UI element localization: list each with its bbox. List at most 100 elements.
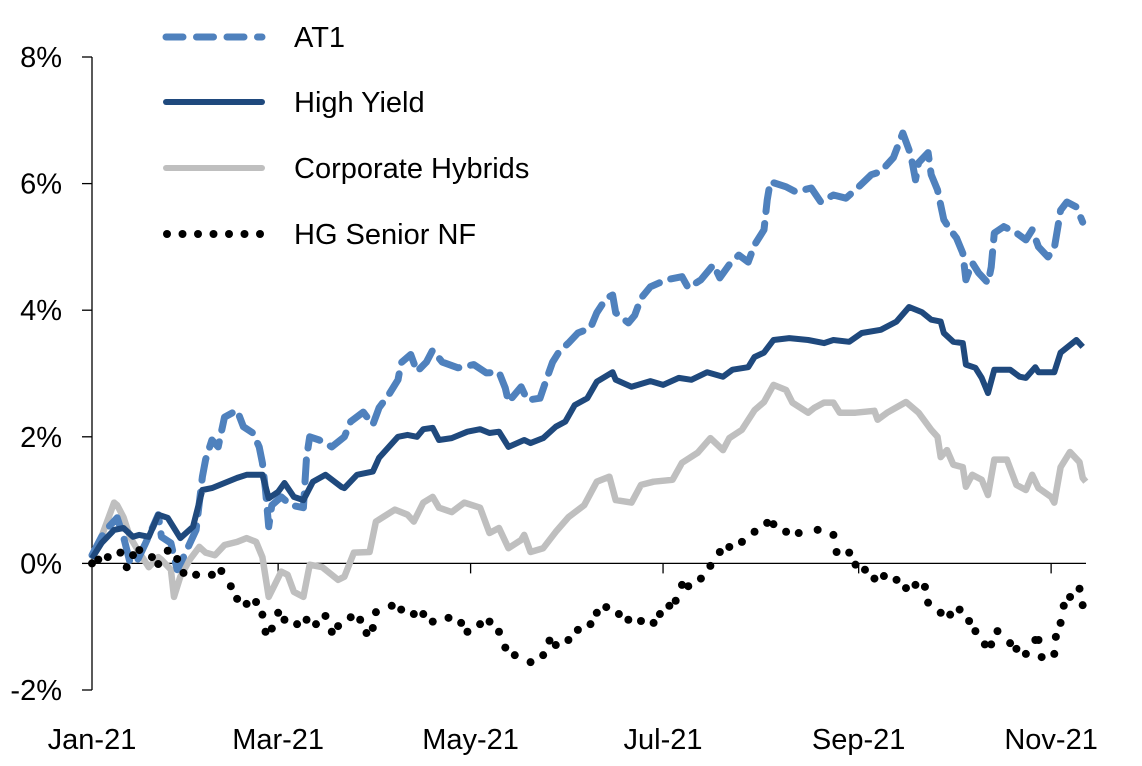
data-point: [321, 611, 330, 620]
data-point: [334, 622, 343, 631]
data-point: [564, 635, 573, 644]
data-point: [924, 598, 933, 607]
data-point: [302, 615, 311, 624]
data-point: [293, 620, 302, 629]
data-point: [371, 608, 380, 617]
legend-swatch-dot: [178, 230, 187, 238]
data-point: [551, 641, 560, 650]
data-point: [1056, 618, 1065, 627]
data-point: [129, 551, 138, 560]
data-point: [444, 613, 453, 622]
data-point: [368, 623, 377, 632]
data-point: [592, 608, 601, 617]
data-point: [217, 566, 226, 575]
series-line: [89, 304, 1085, 560]
axes: 8% 6% 4% 2% 0% -2% Jan-21 Mar-21 May-21 Jul-21 Se…: [10, 42, 1097, 756]
data-point: [387, 601, 396, 610]
data-point: [946, 610, 955, 619]
x-tick-label: May-21: [422, 724, 519, 756]
data-point: [671, 596, 680, 605]
x-axis-ticks: Jan-21 Mar-21 May-21 Jul-21 Sep-21 Nov-21: [48, 563, 1098, 756]
x-tick-label: Sep-21: [812, 724, 906, 756]
data-point: [274, 608, 283, 617]
series-group: [88, 129, 1089, 667]
data-point: [1059, 601, 1068, 610]
data-point: [173, 554, 182, 563]
data-point: [1021, 649, 1030, 658]
data-point: [1037, 653, 1046, 662]
data-point: [409, 610, 418, 619]
y-tick-label: 0%: [20, 548, 62, 580]
data-point: [419, 610, 428, 619]
data-point: [892, 575, 901, 584]
data-point: [602, 603, 611, 612]
data-point: [526, 658, 535, 667]
data-point: [665, 601, 674, 610]
y-tick-label: 4%: [20, 295, 62, 327]
data-point: [346, 613, 355, 622]
legend-item: Corporate Hybrids: [163, 153, 529, 185]
legend: AT1 High Yield Corporate Hybrids HG Senior …: [162, 22, 529, 251]
legend-item: HG Senior NF: [163, 219, 476, 251]
data-point: [879, 572, 888, 581]
data-point: [696, 574, 705, 583]
data-point: [750, 527, 759, 536]
data-point: [1051, 632, 1060, 641]
y-tick-label: 6%: [20, 169, 62, 201]
data-point: [614, 610, 623, 619]
data-point: [573, 625, 582, 634]
legend-swatch-dot: [256, 230, 264, 238]
data-point: [829, 530, 838, 539]
data-point: [636, 617, 645, 626]
data-point: [226, 582, 235, 591]
data-point: [1012, 644, 1021, 653]
data-point: [624, 615, 633, 624]
data-point: [911, 580, 920, 589]
data-point: [116, 548, 125, 557]
data-point: [737, 537, 746, 546]
data-point: [485, 617, 494, 626]
data-point: [510, 651, 519, 660]
x-tick-label: Mar-21: [232, 724, 324, 756]
data-point: [586, 620, 595, 629]
x-tick-label: Nov-21: [1004, 724, 1098, 756]
y-tick-label: 2%: [20, 422, 62, 454]
data-point: [494, 627, 503, 636]
data-point: [327, 627, 336, 636]
y-tick-label: -2%: [10, 675, 62, 707]
legend-swatch-dot: [225, 230, 233, 238]
data-point: [242, 599, 251, 608]
data-point: [1034, 635, 1043, 644]
y-tick-label: 8%: [20, 42, 62, 74]
data-point: [677, 580, 686, 589]
legend-swatch-dot: [163, 230, 171, 238]
data-point: [233, 594, 242, 603]
data-point: [725, 542, 734, 551]
legend-label: HG Senior NF: [294, 219, 476, 251]
data-point: [428, 617, 437, 626]
data-point: [1006, 639, 1015, 648]
data-point: [1066, 592, 1075, 601]
data-point: [955, 605, 964, 614]
data-point: [539, 651, 548, 660]
data-point: [936, 608, 945, 617]
data-point: [397, 605, 406, 614]
data-point: [545, 636, 554, 645]
data-point: [252, 598, 261, 607]
data-point: [147, 553, 156, 562]
data-point: [476, 620, 485, 629]
data-point: [362, 629, 371, 638]
x-tick-label: Jan-21: [48, 724, 137, 756]
data-point: [356, 615, 365, 624]
data-point: [267, 624, 276, 633]
data-point: [280, 615, 289, 624]
data-point: [179, 568, 188, 577]
data-point: [655, 610, 664, 619]
data-point: [980, 640, 989, 649]
data-point: [207, 570, 216, 579]
data-point: [1078, 601, 1087, 610]
data-point: [769, 520, 778, 529]
x-tick-label: Jul-21: [624, 724, 703, 756]
data-point: [860, 565, 869, 574]
